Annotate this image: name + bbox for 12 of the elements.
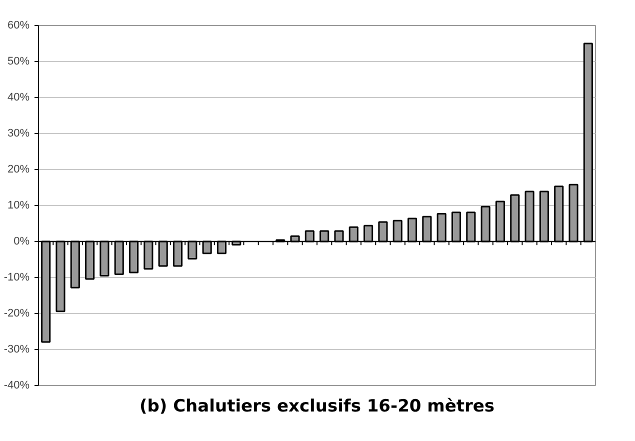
y-tick-label: -30%: [4, 344, 30, 356]
y-tick-label: 60%: [7, 20, 30, 32]
y-tick-label: 20%: [7, 164, 30, 176]
y-tick-label: 10%: [7, 200, 30, 212]
y-tick-label: 50%: [7, 56, 30, 68]
text: (b) Chalutiers exclusifs 16-20 mètres: [139, 396, 495, 416]
y-tick-label: 30%: [7, 128, 30, 140]
y-tick-label: -40%: [4, 380, 30, 392]
y-tick-label: 40%: [7, 92, 30, 104]
y-tick-label: -10%: [4, 272, 30, 284]
y-tick-label: 0%: [14, 236, 30, 248]
y-tick-label: -20%: [4, 308, 30, 320]
